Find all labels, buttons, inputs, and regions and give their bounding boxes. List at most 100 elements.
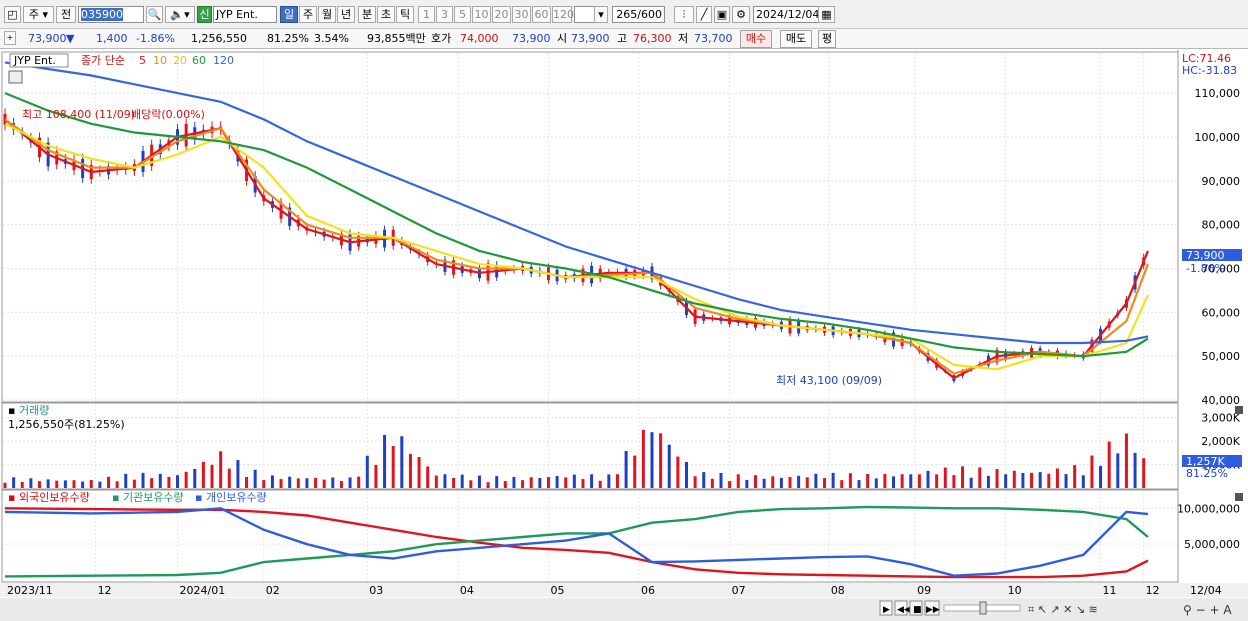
window-menu-icon[interactable]: ◰ (4, 6, 21, 23)
volume-bar (546, 477, 550, 488)
x-tick-label: 09 (917, 584, 931, 597)
save-icon[interactable]: ▣ (714, 6, 730, 23)
chart-tools-icon[interactable]: ⌗ ↖ ↗ ✕ ↘ ≋ (1028, 603, 1098, 616)
volume-bar (1081, 475, 1085, 488)
period-month-tab[interactable]: 월 (318, 6, 336, 23)
buy-button[interactable]: 매수 (740, 30, 772, 48)
x-tick-label: 04 (460, 584, 474, 597)
interval-30-button[interactable]: 30 (512, 6, 531, 23)
display-count-field[interactable]: 265/600 (612, 6, 665, 23)
volume-bar (995, 469, 999, 488)
interval-20-button[interactable]: 20 (492, 6, 511, 23)
stop-icon[interactable] (909, 600, 923, 616)
volume-tick-label: 3,000K (1201, 412, 1240, 425)
volume-bar (1021, 472, 1025, 488)
volume-bar (176, 475, 180, 488)
volume-bar (1099, 465, 1103, 488)
volume-bar (797, 475, 801, 488)
volume-bar (926, 470, 930, 488)
volume-bar (279, 479, 283, 488)
chevron-down-icon[interactable]: ▾ (594, 6, 608, 23)
expand-icon[interactable]: + (4, 31, 16, 45)
price-tick-label: 110,000 (1195, 87, 1241, 100)
volume-bar (245, 476, 249, 488)
price-tick-label: 80,000 (1202, 219, 1241, 232)
period-second-tab[interactable]: 초 (377, 6, 395, 23)
trade-amount: 93,855백만 (367, 32, 426, 45)
volume-bar (167, 476, 171, 488)
volume-bar (365, 455, 369, 488)
volume-bar (719, 472, 723, 488)
new-listing-badge: 신 (197, 6, 212, 23)
candle-type-icon[interactable]: ⫶ (674, 6, 694, 23)
x-tick-label: 10 (1008, 584, 1022, 597)
date-input[interactable]: 2024/12/04 (753, 6, 819, 23)
zoom-slider-handle[interactable] (979, 601, 987, 615)
volume-bar (1030, 472, 1034, 488)
volume-bar (38, 481, 42, 488)
volume-bar (322, 479, 326, 488)
stock-name-field[interactable]: JYP Ent. (213, 6, 277, 23)
x-tick-label: 12 (98, 584, 112, 597)
volume-bar (659, 433, 663, 488)
stock-code-input[interactable]: 035900 (78, 6, 144, 23)
legend-ma10: 10 (153, 54, 167, 67)
period-year-tab[interactable]: 년 (337, 6, 355, 23)
svg-text:▶▶: ▶▶ (926, 605, 940, 615)
low-label: 저 (678, 32, 689, 45)
price-tick-label: 40,000 (1202, 394, 1241, 407)
interval-5-button[interactable]: 5 (454, 6, 471, 23)
volume-bar (132, 479, 136, 488)
volume-panel-close-icon[interactable] (1235, 406, 1243, 414)
search-icon[interactable]: 🔍 (146, 6, 163, 23)
high-label: 고 (617, 32, 628, 45)
scroll-first-icon[interactable] (894, 600, 908, 616)
scroll-last-icon[interactable] (924, 600, 940, 616)
volume-bar (831, 472, 835, 488)
calendar-icon[interactable]: ▦ (818, 6, 835, 23)
volume-title: ▪ 거래량 (8, 404, 49, 417)
zoom-controls-icon[interactable]: ⚲ − + A (1183, 603, 1232, 617)
speaker-icon[interactable]: 🔈▾ (165, 6, 195, 23)
volume-bar (1073, 465, 1077, 488)
market-select[interactable]: 주 ▾ (23, 6, 54, 23)
calculator-icon[interactable] (8, 70, 23, 84)
volume-bar (150, 478, 154, 488)
prev-button[interactable]: 전 (56, 6, 76, 23)
volume-bar (1124, 433, 1128, 488)
volume-bar (771, 476, 775, 488)
interval-60-button[interactable]: 60 (532, 6, 551, 23)
current-price: 73,900 (28, 32, 67, 45)
interval-120-button[interactable]: 120 (552, 6, 574, 23)
drawing-tool-icon[interactable]: ╱ (696, 6, 712, 23)
volume-bar (81, 481, 85, 488)
volume-bar (848, 473, 852, 488)
price-tick-label: 60,000 (1202, 306, 1241, 319)
gear-icon[interactable]: ⚙ (732, 6, 750, 23)
interval-10-button[interactable]: 10 (472, 6, 491, 23)
volume-tag (1182, 455, 1242, 467)
holdings-panel-close-icon[interactable] (1235, 493, 1243, 501)
svg-text:◀◀: ◀◀ (897, 605, 911, 615)
volume-bar (607, 474, 611, 488)
interval-3-button[interactable]: 3 (436, 6, 453, 23)
flat-button[interactable]: 평 (818, 30, 836, 48)
volume-bar (590, 474, 594, 488)
period-minute-tab[interactable]: 분 (358, 6, 376, 23)
scroll-right-icon[interactable] (879, 600, 893, 616)
volume-bar (469, 480, 473, 488)
period-week-tab[interactable]: 주 (299, 6, 317, 23)
current-price-tag (1182, 249, 1242, 261)
interval-1-button[interactable]: 1 (418, 6, 435, 23)
volume-bar (193, 468, 197, 488)
volume-bar (503, 481, 507, 488)
volume-readout: 1,256,550주(81.25%) (8, 418, 125, 431)
current-price-tag-value: 73,900 (1186, 249, 1225, 262)
volume-tick-label: 2,000K (1201, 435, 1240, 448)
volume-bar (115, 481, 119, 488)
volume-bar (434, 475, 438, 488)
period-tick-tab[interactable]: 틱 (396, 6, 414, 23)
volume-bar (158, 473, 162, 488)
sell-button[interactable]: 매도 (780, 30, 812, 48)
period-day-tab[interactable]: 일 (280, 6, 298, 23)
